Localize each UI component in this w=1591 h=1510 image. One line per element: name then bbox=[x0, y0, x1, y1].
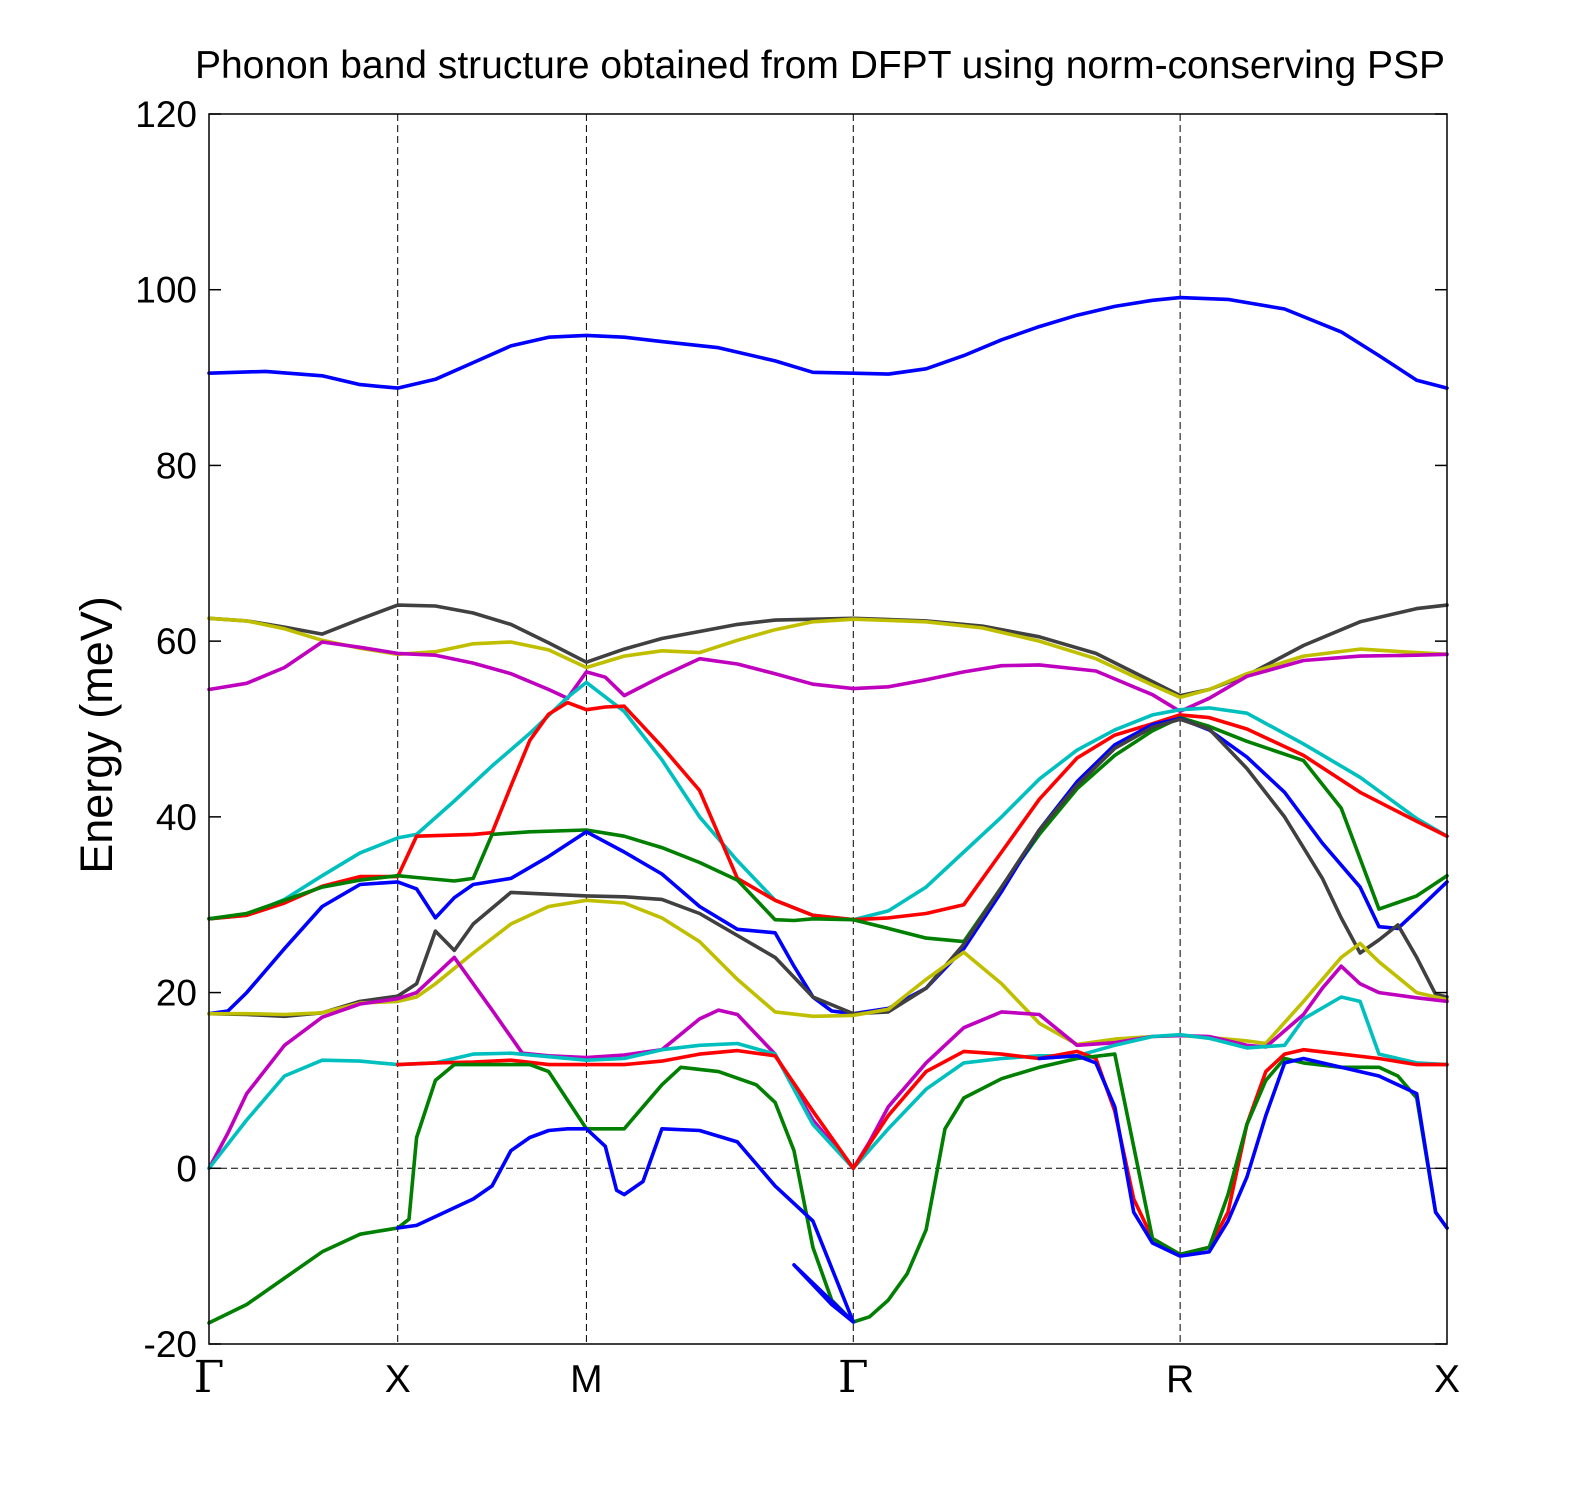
chart-title: Phonon band structure obtained from DFPT… bbox=[195, 44, 1445, 87]
x-kpoint-label-4: R bbox=[1166, 1358, 1194, 1401]
x-kpoint-label-2: M bbox=[570, 1358, 603, 1401]
y-axis-label: Energy (meV) bbox=[71, 596, 122, 874]
kpoint-divider-lines bbox=[397, 114, 1181, 1344]
plot-frame bbox=[208, 113, 1448, 1345]
x-kpoint-label-0: Γ bbox=[194, 1352, 225, 1403]
y-tick-label: -20 bbox=[144, 1324, 197, 1365]
band-line-15 bbox=[1037, 1054, 1449, 1258]
x-kpoint-label-5: X bbox=[1434, 1358, 1460, 1401]
band-line-13 bbox=[207, 1052, 1449, 1325]
y-tick-label: 100 bbox=[135, 270, 197, 311]
y-tick-label: 80 bbox=[156, 445, 197, 486]
band-line-3 bbox=[207, 640, 1449, 714]
band-line-9 bbox=[207, 898, 1449, 1047]
x-kpoint-label-1: X bbox=[385, 1358, 411, 1401]
y-tick-label: 0 bbox=[176, 1148, 197, 1189]
y-axis-ticks: -20 0 20 40 60 80 100 120 bbox=[135, 94, 1447, 1365]
y-tick-label: 40 bbox=[156, 797, 197, 838]
y-tick-label: 120 bbox=[135, 94, 197, 135]
x-kpoint-label-3: Γ bbox=[838, 1352, 869, 1403]
y-tick-label: 60 bbox=[156, 621, 197, 662]
band-line-12 bbox=[395, 1047, 1449, 1257]
band-line-0 bbox=[207, 295, 1449, 390]
band-line-14 bbox=[395, 1127, 856, 1324]
band-line-6 bbox=[207, 715, 1449, 944]
band-series-group bbox=[207, 295, 1449, 1325]
y-tick-label: 20 bbox=[156, 973, 197, 1014]
